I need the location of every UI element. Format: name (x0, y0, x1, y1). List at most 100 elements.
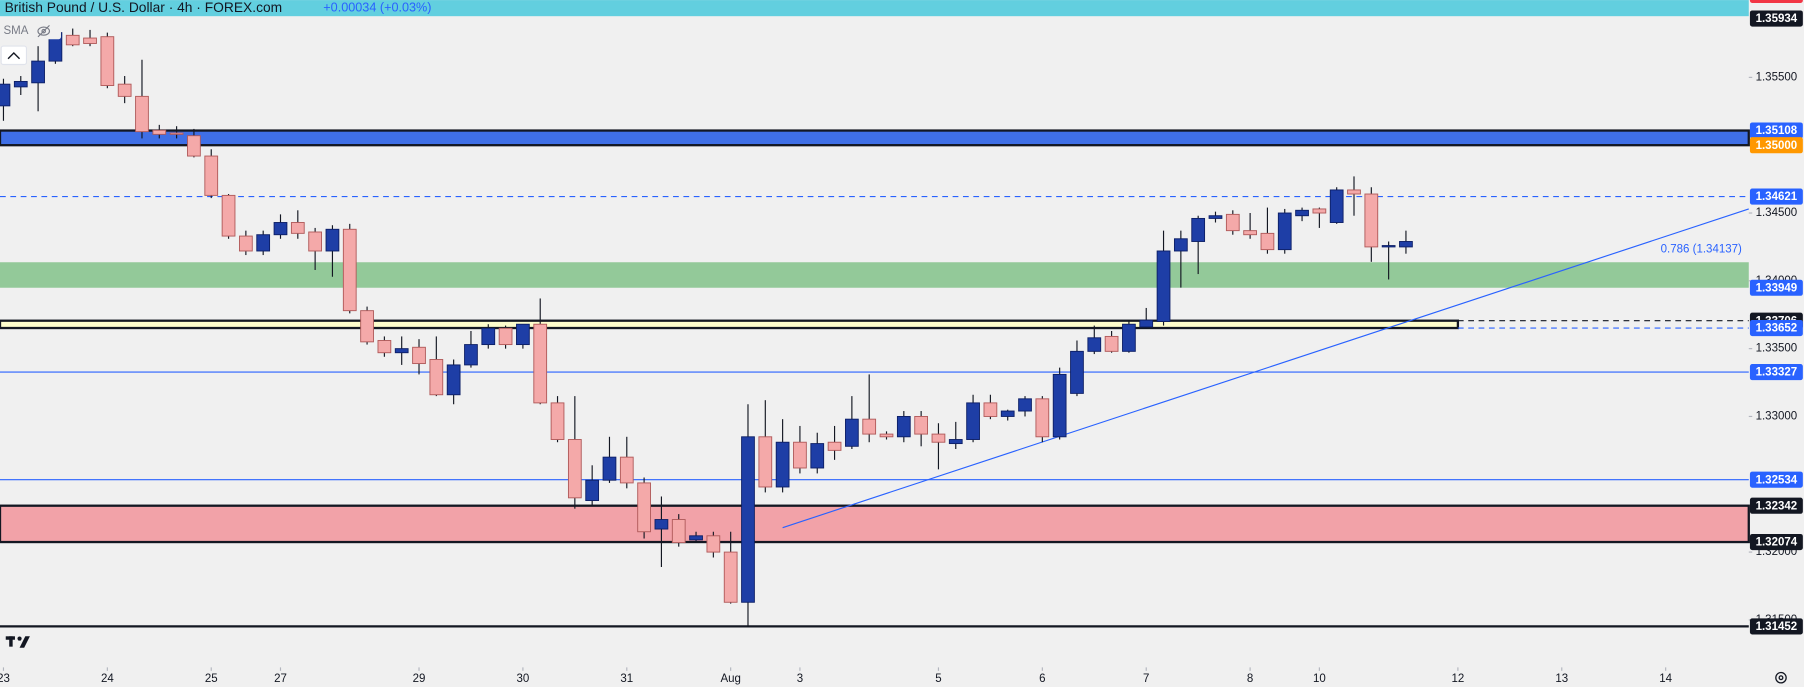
price-label-box (1749, 471, 1803, 488)
price-label: 1.33652 (1756, 323, 1798, 335)
plot-area: 0.786 (1.34137) (0, 27, 1750, 628)
price-zone (0, 262, 1749, 288)
price-label: 1.32342 (1756, 500, 1798, 512)
price-change: +0.00034 (+0.03%) (323, 0, 431, 14)
candle-body (1225, 213, 1240, 232)
candle-body (896, 415, 911, 438)
candle-body (1018, 398, 1032, 412)
candle-body (152, 129, 167, 135)
price-label-box (1749, 10, 1803, 27)
candle-body (100, 36, 115, 86)
candle-body (1087, 337, 1102, 352)
candle-body (1208, 215, 1223, 219)
price-label-box (1749, 364, 1803, 381)
candle-body (567, 439, 582, 499)
x-tick-label: 12 (1451, 673, 1464, 685)
price-label-box (1749, 0, 1803, 3)
candle-body (1381, 245, 1396, 248)
x-tick-label: 14 (1659, 673, 1672, 685)
x-tick-label: 27 (274, 673, 287, 685)
candle-body (602, 456, 617, 481)
candle-body (273, 222, 288, 236)
price-label: 1.35934 (1756, 13, 1798, 25)
x-tick-label: 31 (620, 673, 633, 685)
candle-body (65, 34, 80, 46)
x-tick-label: 6 (1039, 673, 1045, 685)
candle-body (394, 348, 409, 354)
price-label-box (1749, 497, 1803, 514)
candle-body (723, 551, 738, 603)
candle-body (31, 60, 45, 84)
candle-body (1295, 209, 1309, 217)
price-label: 1.34621 (1756, 191, 1798, 203)
price-label-box (1749, 279, 1803, 296)
candle-body (290, 222, 305, 234)
price-label: 1.35108 (1756, 125, 1798, 137)
y-tick-label: 1.33500 (1756, 343, 1798, 355)
x-tick-label: 30 (517, 673, 530, 685)
chart-title: British Pound / U.S. Dollar · 4h · FOREX… (5, 0, 283, 15)
eye-icon[interactable] (37, 24, 51, 38)
candle-body (1277, 212, 1292, 251)
price-label-box (1749, 533, 1803, 551)
candle-body (775, 441, 790, 488)
candle-body (1260, 232, 1275, 251)
candle-body (1399, 241, 1413, 248)
price-label: 1.32074 (1756, 537, 1798, 549)
candle-body (239, 235, 253, 252)
candle-body (654, 519, 669, 530)
price-zone (0, 504, 1750, 544)
x-tick-label: 29 (413, 673, 426, 685)
chevron-icon (7, 52, 21, 60)
y-tick-label: 1.33000 (1756, 410, 1798, 422)
candle-body (793, 441, 807, 469)
settings-icon[interactable] (1775, 671, 1787, 684)
y-tick-label: 1.35500 (1756, 71, 1798, 83)
x-tick-label: 23 (0, 673, 10, 685)
price-label: 1.32534 (1756, 474, 1798, 486)
indicator-label[interactable]: SMA (3, 25, 28, 37)
candle-body (862, 418, 877, 435)
x-tick-label: 5 (935, 673, 941, 685)
candle-body (758, 436, 773, 488)
price-zone (0, 129, 1750, 147)
candle-body (412, 346, 426, 365)
candle-body (1329, 189, 1344, 223)
price-label-box (1749, 137, 1803, 154)
candle-body (83, 37, 97, 44)
candle-body (741, 436, 755, 603)
candle-body (325, 228, 340, 252)
candle-body (0, 83, 11, 107)
candle-body (221, 194, 236, 237)
tradingview-logo (5, 636, 30, 648)
candle-body (533, 323, 548, 404)
candle-body (1035, 398, 1050, 438)
candle-body (983, 402, 998, 417)
candle-body (1191, 217, 1206, 242)
candle-body (308, 231, 322, 252)
candle-body (1052, 373, 1067, 438)
price-label-box (1749, 618, 1803, 635)
candle-body (117, 83, 132, 97)
candle-body (879, 433, 894, 438)
price-label-box (1749, 319, 1803, 337)
candle-body (1156, 250, 1171, 322)
candle-body (1364, 193, 1379, 248)
candle-body (810, 443, 825, 469)
candle-body (498, 327, 513, 346)
candle-body (1104, 335, 1119, 352)
candle-body (585, 479, 600, 502)
price-label: 1.36108 (1756, 0, 1798, 2)
x-tick-label: 10 (1313, 673, 1326, 685)
collapse-button[interactable] (0, 45, 28, 66)
x-tick-label: Aug (720, 673, 740, 685)
candle-body (637, 482, 651, 533)
price-label-box (1749, 122, 1803, 139)
candle-body (429, 359, 444, 396)
price-label: 1.33327 (1756, 367, 1798, 379)
candle-body (342, 228, 357, 312)
candle-body (827, 441, 842, 451)
candle-body (135, 95, 149, 133)
x-tick-label: 8 (1247, 673, 1253, 685)
